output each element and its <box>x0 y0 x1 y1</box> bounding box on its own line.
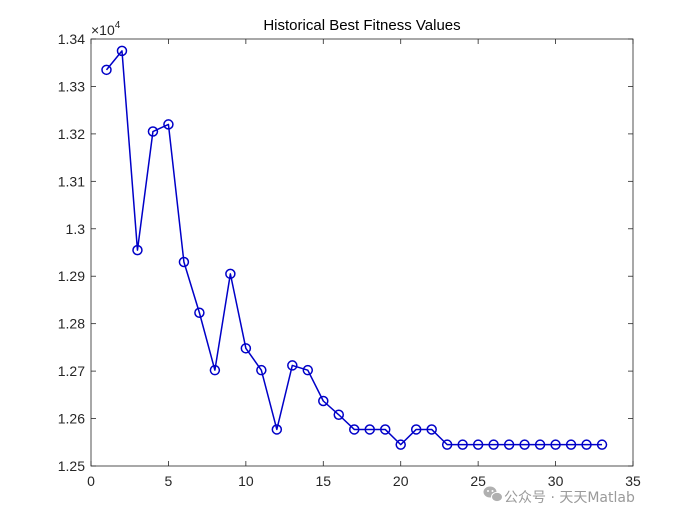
data-point <box>256 364 267 376</box>
data-point <box>349 424 360 435</box>
x-tick-label: 5 <box>165 473 173 489</box>
watermark: 公众号 · 天天Matlab <box>483 486 635 506</box>
data-point <box>116 45 128 57</box>
data-point <box>163 119 174 130</box>
data-point <box>271 424 283 435</box>
y-tick-label: 1.33 <box>58 78 85 94</box>
data-point <box>581 439 592 450</box>
y-tick-label: 1.34 <box>58 31 85 47</box>
x-tick-label: 20 <box>393 473 409 489</box>
ticks-layer: 0 5 10 15 20 25 30 35 1.25 1.26 1.27 1.28 1.29 1.3 1.3… <box>58 31 641 489</box>
data-point <box>534 439 546 450</box>
data-point <box>147 126 159 137</box>
y-axis-exponent-base: ×10 <box>91 22 115 38</box>
data-point <box>225 268 236 280</box>
y-tick-label: 1.32 <box>58 126 85 142</box>
x-tick-label: 35 <box>625 473 641 489</box>
y-tick-label: 1.29 <box>58 268 85 284</box>
data-point <box>596 439 608 450</box>
data-point <box>550 439 561 450</box>
y-tick-label: 1.3 <box>66 221 86 237</box>
data-point <box>565 439 577 450</box>
data-point <box>364 424 375 435</box>
plot-area <box>91 39 633 466</box>
x-tick-label: 30 <box>548 473 564 489</box>
wechat-icon <box>483 486 503 503</box>
chart-title: Historical Best Fitness Values <box>263 17 460 34</box>
y-tick-label: 1.28 <box>58 316 85 332</box>
data-point <box>457 439 468 450</box>
data-point <box>379 424 391 435</box>
x-tick-label: 15 <box>315 473 331 489</box>
data-point <box>209 364 221 376</box>
axes-box <box>90 38 634 467</box>
data-point <box>395 439 406 450</box>
data-point <box>441 439 453 450</box>
y-axis-exponent: ×104 <box>91 20 121 38</box>
y-tick-label: 1.31 <box>58 173 85 189</box>
y-tick-label: 1.27 <box>58 363 85 379</box>
x-tick-label: 25 <box>470 473 486 489</box>
data-point <box>503 439 515 450</box>
y-axis-exponent-power: 4 <box>115 20 121 31</box>
data-point <box>240 343 252 354</box>
data-point <box>302 364 314 376</box>
data-point <box>132 244 143 256</box>
data-point <box>333 409 345 421</box>
data-point <box>287 360 298 371</box>
x-tick-label: 10 <box>238 473 254 489</box>
x-tick-label: 0 <box>87 473 95 489</box>
data-point <box>101 64 112 76</box>
data-point <box>178 256 190 268</box>
y-tick-label: 1.26 <box>58 411 85 427</box>
data-point <box>472 439 484 450</box>
series-layer <box>101 45 608 450</box>
y-tick-label: 1.25 <box>58 458 85 474</box>
data-point <box>519 439 530 450</box>
data-point <box>410 424 422 435</box>
data-point <box>194 307 205 319</box>
data-point <box>318 395 329 407</box>
data-point <box>426 424 437 435</box>
data-point <box>488 439 499 450</box>
watermark-text: 公众号 · 天天Matlab <box>504 490 635 506</box>
